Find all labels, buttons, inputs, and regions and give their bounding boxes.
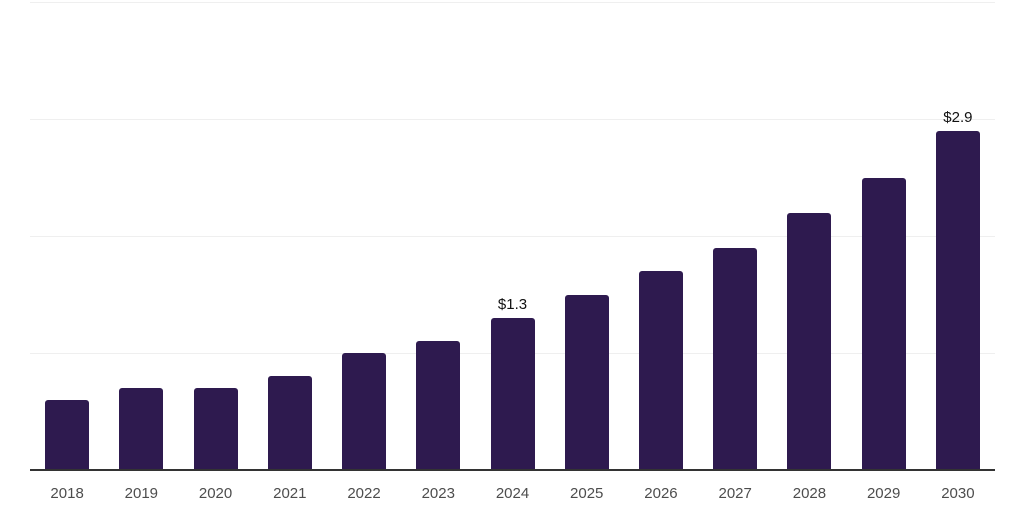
x-tick-label-2023: 2023	[421, 485, 455, 502]
bar-2024	[490, 317, 535, 470]
bar-2029	[861, 177, 906, 470]
y-gridline	[30, 119, 995, 120]
x-tick-label-2021: 2021	[273, 485, 307, 502]
x-tick-label-2019: 2019	[124, 485, 159, 502]
y-gridline	[30, 236, 995, 237]
bar-2022	[342, 353, 387, 470]
bar-2020	[193, 388, 238, 470]
bar-2030	[935, 130, 980, 470]
x-tick-label-2025: 2025	[570, 485, 604, 502]
bar-2023	[416, 341, 461, 470]
bar-2026	[638, 271, 683, 470]
x-tick-label-2030: 2030	[941, 485, 975, 502]
bar-2027	[713, 247, 758, 470]
x-tick-label-2022: 2022	[347, 485, 381, 502]
x-tick-label-2018: 2018	[50, 485, 84, 502]
x-tick-label-2027: 2027	[718, 485, 752, 502]
x-tick-label-2020: 2020	[198, 485, 233, 502]
x-tick-label-2024: 2024	[495, 485, 530, 502]
x-axis-line	[30, 469, 995, 471]
data-label-2030: $2.9	[943, 108, 973, 126]
x-tick-label-2029: 2029	[866, 485, 901, 502]
bar-2019	[119, 388, 164, 470]
x-tick-label-2028: 2028	[792, 485, 827, 502]
bar-2025	[564, 294, 609, 470]
bar-2028	[787, 212, 832, 470]
x-tick-label-2026: 2026	[644, 485, 678, 502]
bar-2021	[267, 376, 312, 470]
data-label-2024: $1.3	[497, 295, 528, 313]
bar-2018	[45, 399, 90, 470]
y-gridline	[30, 2, 995, 3]
